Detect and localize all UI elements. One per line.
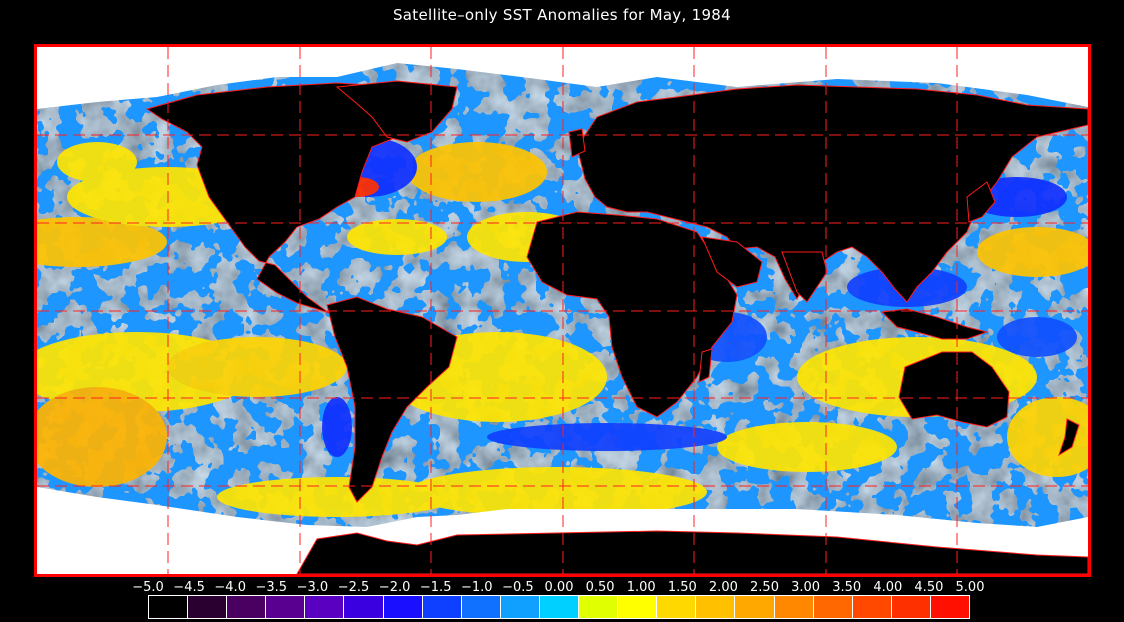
colorbar-tick-label: 4.00 [873,580,903,595]
colorbar-tick-label: 4.50 [914,580,944,595]
colorbar-swatch [344,596,384,618]
land-antarctica [296,530,1088,574]
colorbar-swatch [813,596,853,618]
colorbar-swatch [657,596,697,618]
colorbar-tick-label: −2.5 [337,580,370,595]
land-eurasia [576,84,1088,303]
colorbar-swatch [930,596,969,618]
colorbar-tick-label: −0.5 [502,580,534,595]
chart-title: Satellite–only SST Anomalies for May, 19… [392,6,731,24]
colorbar-swatch [461,596,501,618]
grid-lines [37,47,1088,574]
colorbar-tick-label: 2.50 [750,580,779,595]
colorbar-swatch [149,596,189,618]
colorbar-swatch [735,596,775,618]
land-india [781,251,828,303]
colorbar-tick-label: −1.5 [419,580,452,595]
colorbar-tick-label: 1.00 [626,580,656,595]
colorbar-tick-label: 2.00 [708,580,738,595]
colorbar-swatch [852,596,892,618]
land-south-america [326,296,458,503]
colorbar-swatch [305,596,345,618]
land-uk [568,128,586,158]
colorbar-tick-label: 3.00 [791,580,821,595]
colorbar-tick-label: −1.0 [461,580,493,595]
colorbar-swatch [266,596,306,618]
land-greenland [335,80,458,143]
colorbar-tick-label: 1.50 [667,580,697,595]
colorbar-swatch [891,596,931,618]
colorbar-tick-label: −4.5 [173,580,205,595]
land-se-asia [880,308,989,340]
land [145,80,1088,574]
colorbar-swatch [579,596,619,618]
colorbar-tick-label: −3.0 [296,580,329,595]
sst-anomaly-map [34,44,1091,577]
colorbar-tick-label: 0.50 [585,580,615,595]
land-arabia [701,236,763,288]
colorbar [148,595,970,619]
colorbar-swatch [500,596,540,618]
colorbar-tick-label: 5.00 [955,580,985,595]
colorbar-tick-label: −4.0 [214,580,246,595]
colorbar-swatch [383,596,423,618]
colorbar-tick-label: −5.0 [132,580,164,595]
colorbar-swatch [774,596,814,618]
land-japan [966,181,996,223]
land-new-zealand [1058,418,1080,457]
colorbar-swatch [696,596,736,618]
colorbar-labels: −5.0 −4.5 −4.0 −3.5 −3.0 −2.5 −2.0 −1.5 −1.0 −0.5… [0,580,1124,596]
land-australia [898,351,1010,428]
colorbar-swatch [422,596,462,618]
colorbar-tick-label: −2.0 [378,580,411,595]
colorbar-swatch [188,596,228,618]
colorbar-tick-label: 3.50 [832,580,862,595]
colorbar-tick-label: 0.00 [544,580,574,595]
colorbar-tick-label: −3.5 [255,580,288,595]
colorbar-swatch [539,596,580,618]
colorbar-swatch [618,596,658,618]
land-madagascar [698,348,713,383]
colorbar-swatch [227,596,267,618]
